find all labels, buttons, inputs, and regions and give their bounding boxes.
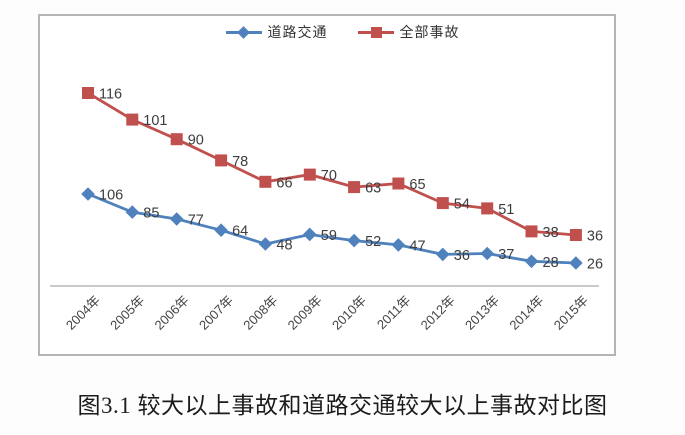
data-point-marker bbox=[303, 168, 316, 181]
x-axis-tick-label: 2009年 bbox=[285, 293, 325, 333]
data-label: 37 bbox=[498, 247, 514, 263]
data-point-marker bbox=[391, 238, 406, 252]
x-axis-tick-label: 2008年 bbox=[240, 293, 280, 333]
figure-caption: 图3.1 较大以上事故和道路交通较大以上事故对比图 bbox=[77, 393, 608, 418]
data-label: 59 bbox=[321, 228, 337, 244]
data-point-marker bbox=[302, 227, 317, 242]
data-label: 47 bbox=[409, 238, 425, 254]
data-point-marker bbox=[348, 181, 361, 194]
data-point-marker bbox=[170, 133, 183, 146]
x-axis-tick-label: 2015年 bbox=[551, 293, 591, 333]
data-label: 38 bbox=[543, 225, 559, 241]
data-point-marker bbox=[215, 154, 228, 167]
data-label: 26 bbox=[587, 257, 603, 273]
legend-item-all-accidents: 全部事故 bbox=[357, 22, 460, 42]
x-axis-tick-label: 2013年 bbox=[462, 293, 502, 333]
data-point-marker bbox=[82, 87, 94, 99]
data-label: 70 bbox=[321, 168, 337, 184]
data-label: 51 bbox=[498, 202, 514, 218]
data-label: 66 bbox=[276, 175, 292, 191]
data-label: 54 bbox=[454, 197, 470, 213]
data-label: 36 bbox=[454, 248, 470, 264]
data-point-marker bbox=[259, 175, 272, 188]
data-point-marker bbox=[347, 233, 361, 248]
data-label: 52 bbox=[365, 234, 381, 250]
data-point-marker bbox=[481, 202, 494, 215]
chart-legend: 道路交通 全部事故 bbox=[0, 22, 685, 42]
legend-item-road-traffic: 道路交通 bbox=[225, 22, 328, 42]
data-label: 85 bbox=[143, 206, 159, 222]
x-axis-tick-label: 2010年 bbox=[329, 293, 369, 333]
data-point-marker bbox=[125, 205, 140, 219]
data-point-marker bbox=[258, 237, 273, 251]
data-label: 106 bbox=[99, 188, 123, 204]
data-label: 63 bbox=[365, 181, 381, 197]
data-point-marker bbox=[214, 223, 228, 237]
data-point-marker bbox=[480, 246, 494, 261]
legend-label-all-accidents: 全部事故 bbox=[399, 24, 460, 40]
data-point-marker bbox=[126, 113, 139, 126]
data-label: 78 bbox=[232, 154, 248, 170]
data-point-marker bbox=[169, 212, 184, 226]
data-point-marker bbox=[436, 247, 450, 262]
data-label: 101 bbox=[143, 113, 167, 129]
data-label: 28 bbox=[543, 255, 559, 271]
data-label: 77 bbox=[188, 213, 204, 229]
chart-frame bbox=[38, 14, 616, 356]
data-label: 90 bbox=[188, 133, 204, 149]
x-axis-tick-label: 2005年 bbox=[107, 293, 147, 333]
data-point-marker bbox=[524, 254, 539, 269]
data-point-marker bbox=[392, 177, 405, 190]
x-axis-tick-label: 2014年 bbox=[506, 293, 546, 333]
x-axis-tick-label: 2011年 bbox=[374, 293, 414, 333]
x-axis-tick-label: 2012年 bbox=[418, 293, 458, 333]
data-label: 116 bbox=[99, 87, 122, 103]
data-point-marker bbox=[569, 256, 583, 270]
data-label: 64 bbox=[232, 224, 248, 240]
data-point-marker bbox=[436, 197, 449, 210]
data-point-marker bbox=[569, 229, 582, 241]
data-point-marker bbox=[81, 187, 95, 201]
legend-label-road-traffic: 道路交通 bbox=[267, 24, 328, 40]
x-axis-tick-label: 2007年 bbox=[196, 293, 236, 333]
data-label: 65 bbox=[409, 177, 425, 193]
series-line-0 bbox=[87, 192, 576, 265]
series-line-1 bbox=[87, 91, 577, 237]
data-label: 48 bbox=[276, 238, 292, 254]
x-axis-tick-label: 2004年 bbox=[63, 293, 103, 333]
line-square-marker-icon bbox=[357, 26, 394, 39]
x-axis-tick-label: 2006年 bbox=[152, 293, 192, 333]
line-diamond-marker-icon bbox=[225, 25, 262, 39]
data-point-marker bbox=[525, 225, 538, 238]
data-label: 36 bbox=[587, 229, 603, 245]
